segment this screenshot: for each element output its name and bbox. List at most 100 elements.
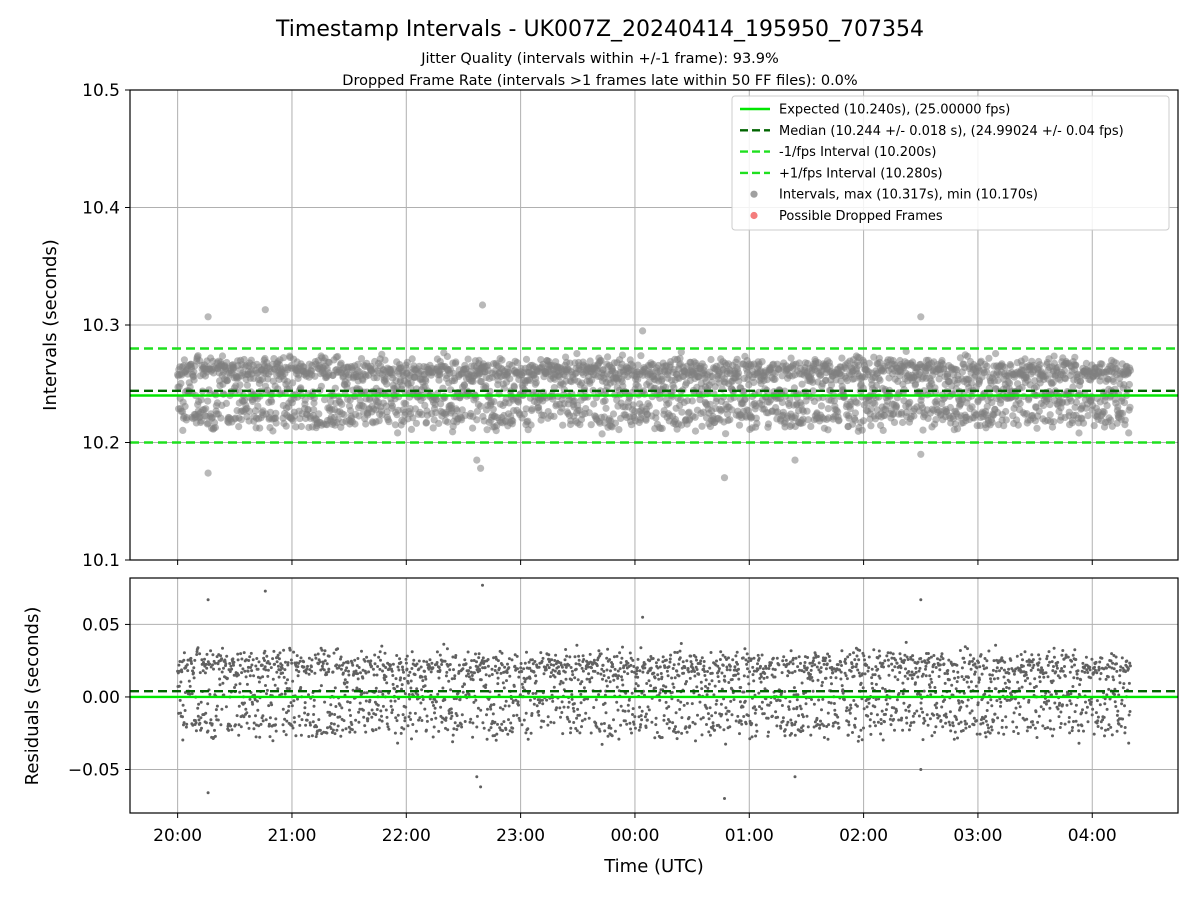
residual-point xyxy=(563,706,566,709)
residual-point xyxy=(754,712,757,715)
residual-point xyxy=(669,654,672,657)
residual-point xyxy=(631,659,634,662)
residual-point xyxy=(636,676,639,679)
residual-point xyxy=(400,732,403,735)
residual-point xyxy=(211,722,214,725)
residual-point xyxy=(641,671,644,674)
residual-point xyxy=(795,657,798,660)
residual-point xyxy=(617,670,620,673)
residual-point xyxy=(774,710,777,713)
residual-point xyxy=(475,726,478,729)
residual-point xyxy=(190,662,193,665)
interval-point xyxy=(202,405,209,412)
residual-point xyxy=(550,663,553,666)
residual-point xyxy=(670,677,673,680)
residual-point xyxy=(677,663,680,666)
residual-point xyxy=(636,669,639,672)
residual-point xyxy=(755,730,758,733)
residual-point xyxy=(440,663,443,666)
residual-point xyxy=(603,674,606,677)
residual-point xyxy=(618,651,621,654)
residual-point xyxy=(746,652,749,655)
residual-point xyxy=(321,649,324,652)
residual-point xyxy=(512,714,515,717)
residual-point xyxy=(572,721,575,724)
residual-point xyxy=(621,646,624,649)
residual-point xyxy=(812,690,815,693)
residual-point xyxy=(224,662,227,665)
residual-point xyxy=(597,693,600,696)
residual-point xyxy=(740,720,743,723)
residual-point xyxy=(391,674,394,677)
residual-point xyxy=(238,705,241,708)
residual-point xyxy=(333,652,336,655)
interval-point xyxy=(825,405,832,412)
residual-point xyxy=(578,731,581,734)
residual-point xyxy=(699,659,702,662)
residual-point xyxy=(227,729,230,732)
residual-point xyxy=(346,700,349,703)
residual-point xyxy=(616,655,619,658)
residual-point xyxy=(286,678,289,681)
residual-point xyxy=(568,701,571,704)
residual-point xyxy=(579,693,582,696)
residual-point xyxy=(311,734,314,737)
residual-point xyxy=(683,666,686,669)
residual-point xyxy=(288,687,291,690)
residual-point xyxy=(502,720,505,723)
residual-point xyxy=(616,686,619,689)
residual-point xyxy=(204,671,207,674)
residual-point xyxy=(267,704,270,707)
residual-point xyxy=(233,686,236,689)
residual-point xyxy=(568,720,571,723)
residual-point xyxy=(598,730,601,733)
residual-point xyxy=(356,672,359,675)
residual-point xyxy=(248,727,251,730)
residual-point xyxy=(745,663,748,666)
residual-point xyxy=(808,662,811,665)
interval-point xyxy=(394,429,401,436)
interval-point xyxy=(351,420,358,427)
residual-point xyxy=(763,712,766,715)
residual-point xyxy=(325,673,328,676)
residual-point xyxy=(357,711,360,714)
residual-point xyxy=(240,658,243,661)
residual-point xyxy=(448,668,451,671)
interval-point xyxy=(637,352,644,359)
residual-point xyxy=(475,660,478,663)
residual-point xyxy=(650,721,653,724)
residual-point xyxy=(703,674,706,677)
residual-point xyxy=(372,668,375,671)
residual-point xyxy=(471,736,474,739)
residual-point xyxy=(276,687,279,690)
residual-point xyxy=(392,683,395,686)
residual-point xyxy=(526,727,529,730)
residual-point xyxy=(357,721,360,724)
residual-point xyxy=(408,671,411,674)
interval-point xyxy=(590,400,597,407)
interval-point xyxy=(217,415,224,422)
interval-point xyxy=(395,393,402,400)
interval-point xyxy=(604,353,611,360)
residual-point xyxy=(513,685,516,688)
interval-point xyxy=(385,418,392,425)
interval-point xyxy=(179,427,186,434)
residual-point xyxy=(654,676,657,679)
residual-point xyxy=(391,708,394,711)
residual-point xyxy=(666,722,669,725)
residual-point xyxy=(381,670,384,673)
residual-point xyxy=(385,681,388,684)
residual-point xyxy=(376,674,379,677)
residual-point xyxy=(590,666,593,669)
residual-point xyxy=(520,670,523,673)
residual-point xyxy=(397,666,400,669)
residual-point xyxy=(781,659,784,662)
residual-point xyxy=(193,676,196,679)
residual-point xyxy=(564,671,567,674)
residual-point xyxy=(801,729,804,732)
residual-point xyxy=(619,661,622,664)
residual-point xyxy=(629,728,632,731)
residual-point xyxy=(399,661,402,664)
residual-point xyxy=(490,726,493,729)
residual-point xyxy=(665,701,668,704)
